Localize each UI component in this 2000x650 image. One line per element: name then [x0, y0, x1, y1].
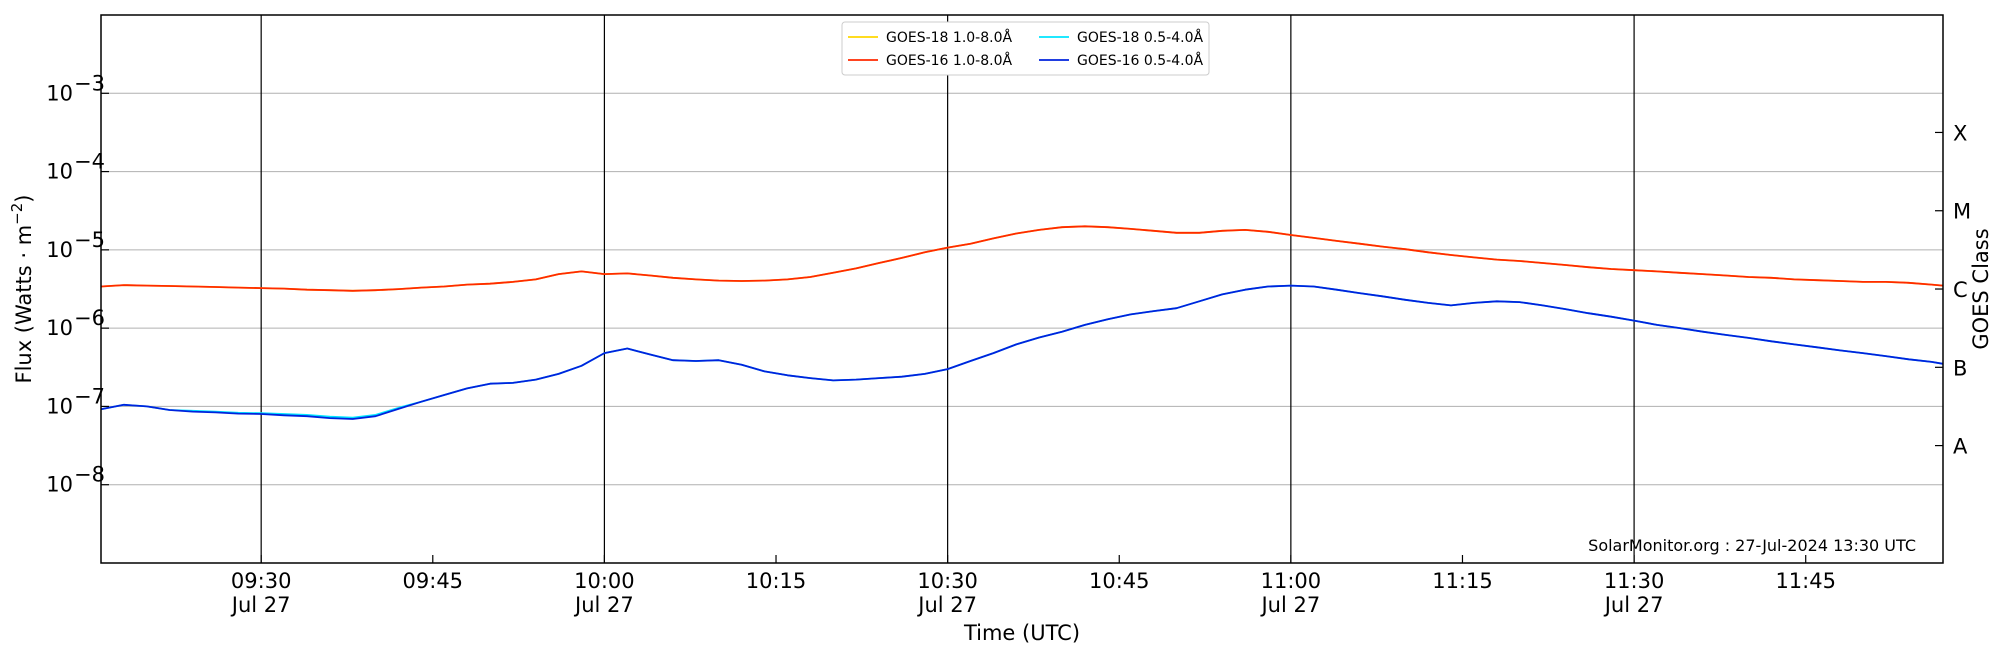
x-tick-label-5: 10:45 [1089, 569, 1150, 593]
legend-label-0: GOES-18 1.0-8.0Å [886, 29, 1012, 46]
x-tick-date-8: Jul 27 [1603, 593, 1664, 617]
legend-label-3: GOES-16 0.5-4.0Å [1077, 52, 1203, 69]
series-line-2 [100, 225, 1944, 292]
legend-box [841, 21, 1210, 76]
grid-layer [101, 92, 1943, 486]
vertical-marker-layer [260, 15, 1635, 563]
x-tick-label-2: 10:00 [574, 569, 635, 593]
x-tick-label-4: 10:30 [917, 569, 978, 593]
legend-label-1: GOES-18 0.5-4.0Å [1077, 29, 1203, 46]
y-tick-label-0: 10 [46, 473, 73, 497]
y-tick-label-3: 10 [46, 238, 73, 262]
goes-class-label-m: M [1953, 200, 1971, 224]
x-tick-label-3: 10:15 [746, 569, 807, 593]
series-line-3 [100, 284, 1944, 420]
x-tick-label-1: 09:45 [403, 569, 464, 593]
x-tick-date-0: Jul 27 [230, 593, 291, 617]
x-tick-label-0: 09:30 [231, 569, 292, 593]
x-tick-label-7: 11:15 [1432, 569, 1493, 593]
y-tick-exponent-2: −6 [74, 306, 105, 330]
y-axis-title: Flux (Watts · m−2) [8, 194, 36, 383]
goes-class-label-c: C [1953, 278, 1968, 302]
x-tick-date-2: Jul 27 [573, 593, 634, 617]
plot-frame [100, 14, 1944, 564]
legend: GOES-18 1.0-8.0Å GOES-16 1.0-8.0Å GOES-18 … [841, 21, 1210, 76]
x-axis-title: Time (UTC) [963, 621, 1080, 645]
series-line-0 [100, 225, 1944, 292]
goes-class-label-b: B [1953, 356, 1967, 380]
credit-text: SolarMonitor.org : 27-Jul-2024 13:30 UTC [1588, 536, 1916, 555]
y-tick-label-4: 10 [46, 160, 73, 184]
goes-class-label-a: A [1953, 435, 1968, 459]
legend-label-2: GOES-16 1.0-8.0Å [886, 52, 1012, 69]
series-line-1 [100, 284, 1944, 419]
y-tick-label-2: 10 [46, 316, 73, 340]
y-tick-exponent-0: −8 [74, 463, 105, 487]
x-tick-label-9: 11:45 [1775, 569, 1836, 593]
y-tick-label-5: 10 [46, 81, 73, 105]
series-layer [100, 225, 1944, 420]
x-tick-label-8: 11:30 [1604, 569, 1665, 593]
goes-class-label-x: X [1953, 121, 1967, 145]
x-tick-date-4: Jul 27 [916, 593, 977, 617]
y-tick-exponent-5: −3 [74, 71, 105, 95]
x-tick-date-6: Jul 27 [1259, 593, 1320, 617]
y-tick-exponent-1: −7 [74, 384, 105, 408]
goes-class-axis-title: GOES Class [1969, 228, 1993, 349]
y-tick-exponent-4: −4 [74, 150, 105, 174]
y-tick-exponent-3: −5 [74, 228, 105, 252]
y-tick-label-1: 10 [46, 394, 73, 418]
x-tick-label-6: 11:00 [1261, 569, 1322, 593]
